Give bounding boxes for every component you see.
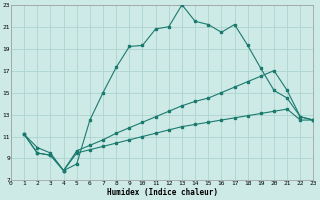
- X-axis label: Humidex (Indice chaleur): Humidex (Indice chaleur): [107, 188, 218, 197]
